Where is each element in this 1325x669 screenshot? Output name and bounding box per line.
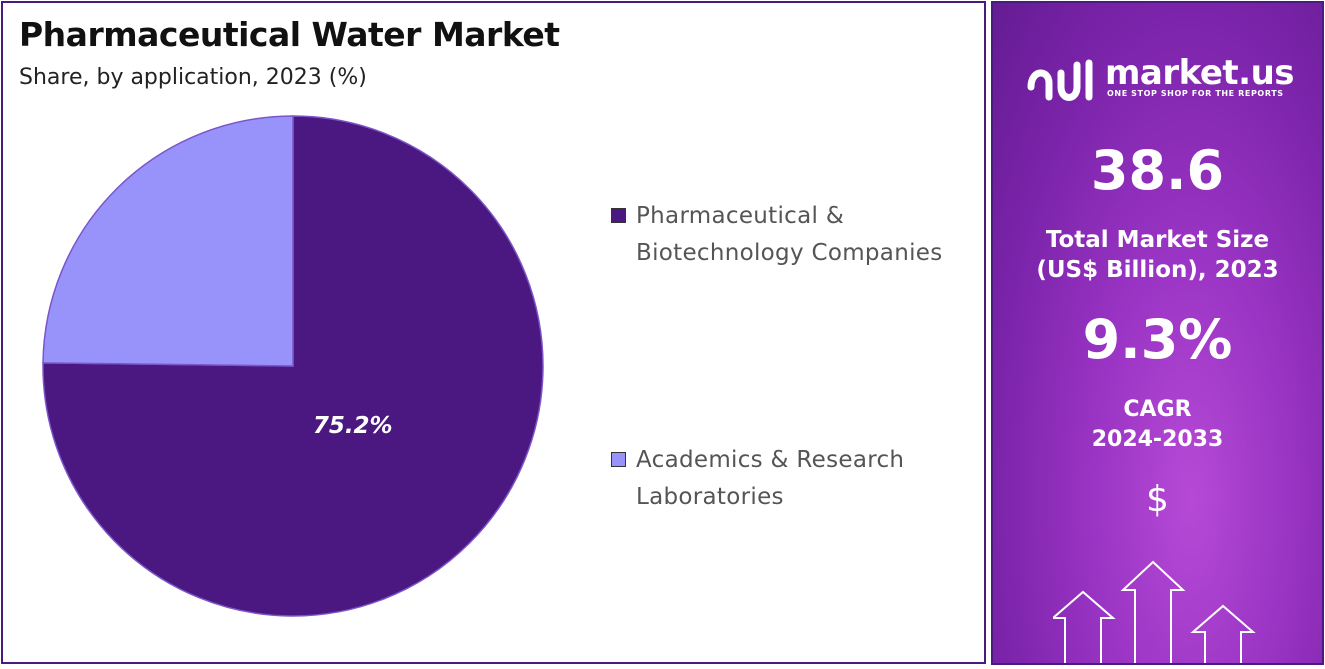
market-size-label-line2: (US$ Billion), 2023 [1036,257,1279,283]
market-us-logo: market.us ONE STOP SHOP FOR THE REPORTS [1027,53,1297,103]
legend-item-academics-research: Academics & Research Laboratories [611,442,981,516]
legend-label-academics-research: Academics & Research Laboratories [636,447,905,510]
cagr-label: CAGR 2024-2033 [993,395,1322,455]
chart-panel: Pharmaceutical Water Market Share, by ap… [1,1,986,664]
cagr-label-line1: CAGR [1123,397,1192,422]
growth-arrows-icon [1053,560,1256,663]
legend-swatch-academics-research [611,452,626,467]
legend-item-pharma-biotech: Pharmaceutical & Biotechnology Companies [611,198,981,272]
legend-swatch-pharma-biotech [611,208,626,223]
summary-panel: market.us ONE STOP SHOP FOR THE REPORTS … [991,1,1324,665]
cagr-label-line2: 2024-2033 [1091,427,1224,452]
pie-chart: 75.2% [42,115,544,617]
market-size-label: Total Market Size (US$ Billion), 2023 [993,225,1322,285]
logo-tagline: ONE STOP SHOP FOR THE REPORTS [1107,89,1284,98]
chart-subtitle: Share, by application, 2023 (%) [19,65,367,90]
dollar-icon: $ [1146,479,1169,520]
market-size-label-line1: Total Market Size [1045,227,1270,253]
logo-name: market.us [1105,53,1295,93]
cagr-value: 9.3% [1082,308,1233,371]
pie-label-pharma-biotech: 75.2% [313,413,393,439]
chart-title: Pharmaceutical Water Market [19,15,560,54]
legend-label-pharma-biotech: Pharmaceutical & Biotechnology Companies [636,203,943,266]
market-size-value: 38.6 [1090,139,1225,202]
market-us-logo-icon [1027,59,1093,101]
pie-slice-academics-research [42,115,294,367]
